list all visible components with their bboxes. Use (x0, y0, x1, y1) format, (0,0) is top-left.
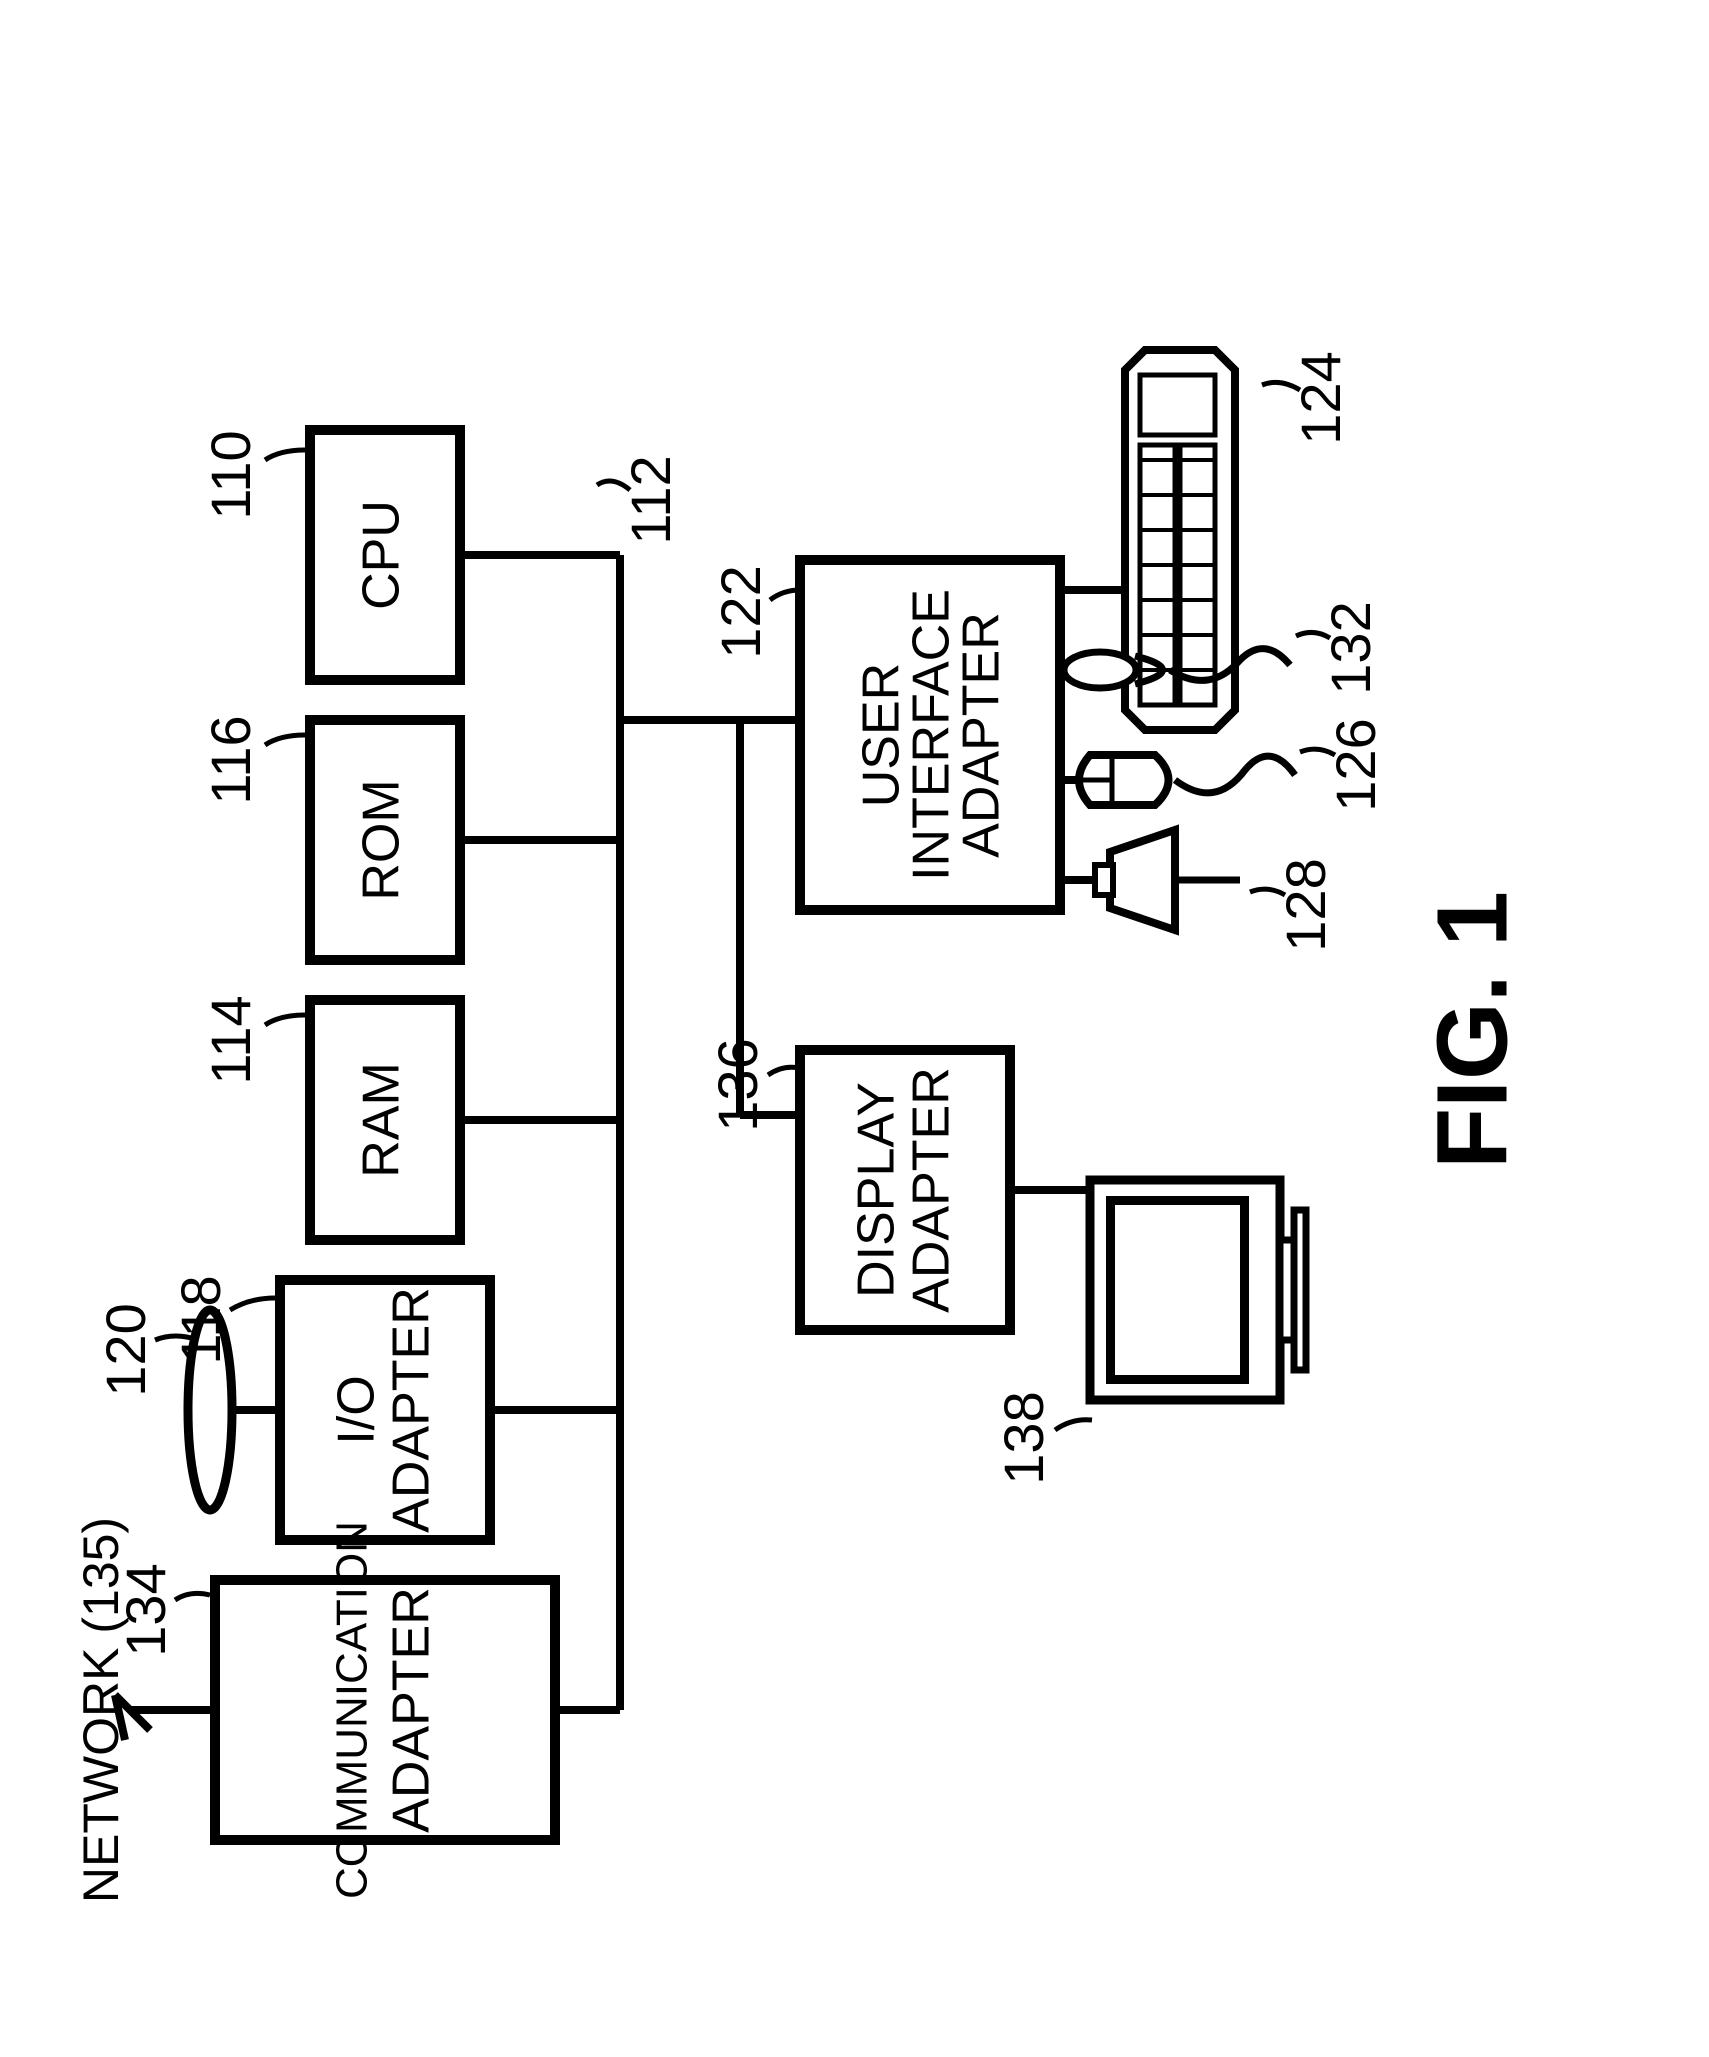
ref-136: 136 (706, 1038, 769, 1131)
ram-label: RAM (353, 1062, 411, 1178)
rom-label: ROM (353, 779, 411, 900)
block-rom: ROM (310, 720, 460, 960)
ref-132: 132 (1319, 601, 1382, 694)
block-ram: RAM (310, 1000, 460, 1240)
ref-126: 126 (1324, 718, 1387, 811)
ref-114: 114 (199, 995, 262, 1084)
cpu-label: CPU (353, 500, 411, 610)
disp-adapter-label-l1: DISPLAY (848, 1082, 906, 1298)
block-io-adapter: I/O ADAPTER (280, 1280, 490, 1540)
ref-124: 124 (1289, 351, 1352, 444)
ref-134: 134 (114, 1563, 177, 1656)
ref-120: 120 (94, 1303, 157, 1396)
diagram-svg: CPU ROM RAM I/O ADAPTER COMMUNICATION AD… (0, 0, 1709, 2057)
disp-adapter-label-l2: ADAPTER (903, 1067, 961, 1313)
ref-110: 110 (199, 430, 262, 519)
comm-adapter-label-l2: ADAPTER (383, 1587, 441, 1833)
io-adapter-label-l1: I/O (328, 1375, 386, 1444)
ref-118: 118 (169, 1275, 232, 1364)
block-cpu: CPU (310, 430, 460, 680)
speaker-icon (1060, 830, 1240, 930)
mouse-icon (1060, 755, 1295, 805)
ref-128: 128 (1274, 858, 1337, 951)
io-adapter-label-l2: ADAPTER (383, 1287, 441, 1533)
ref-138: 138 (992, 1391, 1055, 1484)
block-display-adapter: DISPLAY ADAPTER (800, 1050, 1010, 1330)
block-comm-adapter: COMMUNICATION ADAPTER (215, 1521, 555, 1899)
figure-stage: CPU ROM RAM I/O ADAPTER COMMUNICATION AD… (0, 0, 1709, 2057)
ref-116: 116 (199, 715, 262, 804)
comm-adapter-label-l1: COMMUNICATION (328, 1521, 377, 1899)
monitor-icon (1010, 1180, 1306, 1400)
ref-122: 122 (709, 565, 772, 658)
ui-adapter-label-l3: ADAPTER (953, 612, 1011, 858)
figure-caption: FIG. 1 (1416, 891, 1528, 1169)
ref-112: 112 (619, 455, 682, 544)
block-ui-adapter: USER INTERFACE ADAPTER (800, 560, 1060, 910)
